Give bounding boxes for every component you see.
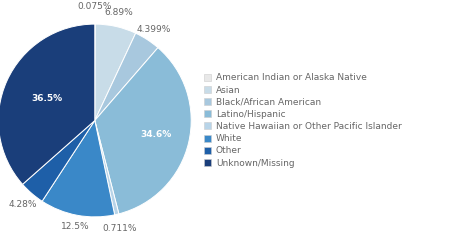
Legend: American Indian or Alaska Native, Asian, Black/African American, Latino/Hispanic: American Indian or Alaska Native, Asian,… <box>201 70 405 171</box>
Text: 12.5%: 12.5% <box>61 222 89 231</box>
Wedge shape <box>95 33 158 120</box>
Text: 36.5%: 36.5% <box>31 94 62 103</box>
Text: 0.711%: 0.711% <box>103 224 137 233</box>
Text: 0.075%: 0.075% <box>78 2 112 11</box>
Text: 34.6%: 34.6% <box>140 130 172 139</box>
Wedge shape <box>0 24 95 184</box>
Text: 4.28%: 4.28% <box>8 200 36 209</box>
Text: 4.399%: 4.399% <box>137 26 171 34</box>
Text: 6.89%: 6.89% <box>105 8 134 17</box>
Wedge shape <box>95 120 119 215</box>
Wedge shape <box>95 48 191 214</box>
Wedge shape <box>95 24 136 120</box>
Wedge shape <box>23 120 95 201</box>
Wedge shape <box>42 120 115 217</box>
